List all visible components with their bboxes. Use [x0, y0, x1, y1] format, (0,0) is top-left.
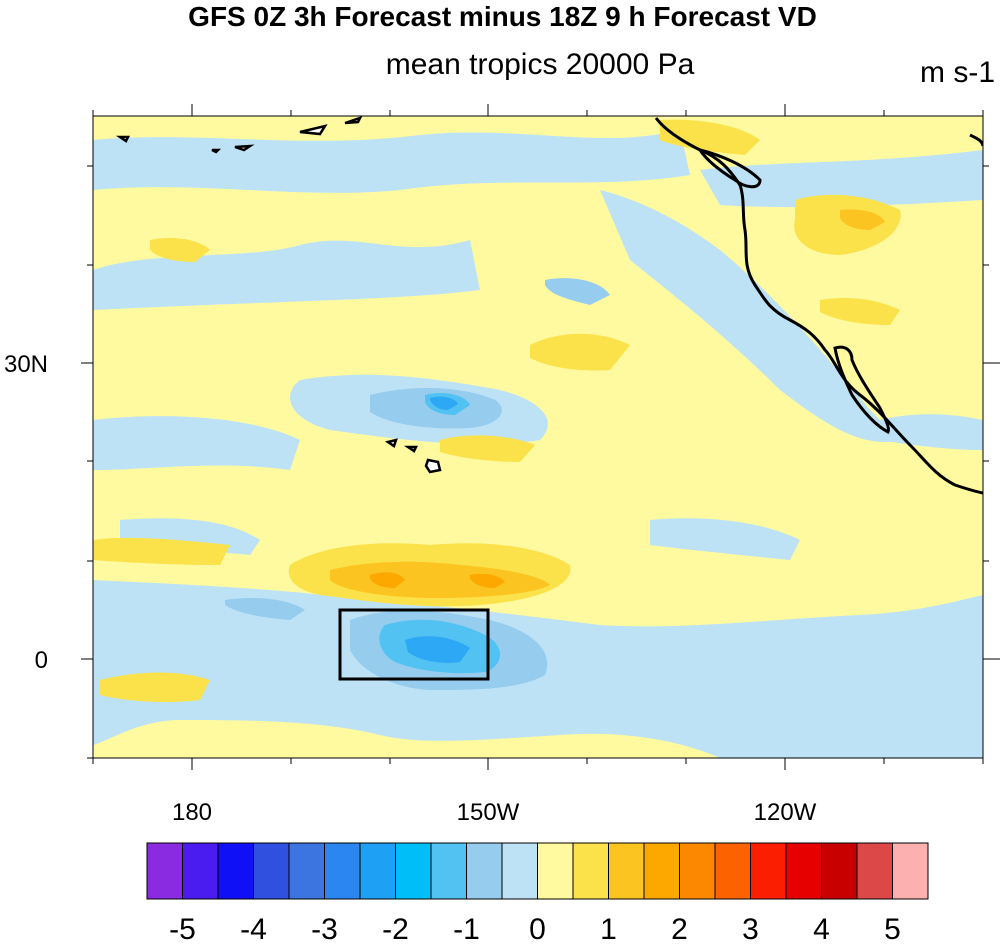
map-subtitle: mean tropics 20000 Pa: [385, 48, 695, 81]
colorbar-label: -2: [382, 913, 409, 944]
colorbar-swatch: [182, 842, 219, 900]
colorbar-swatch: [466, 842, 503, 900]
lon-label: 150W: [457, 799, 520, 826]
colorbar-swatch: [324, 842, 361, 900]
lat-label: 0: [35, 647, 48, 674]
colorbar-label: 3: [742, 913, 759, 944]
colorbar: [146, 842, 929, 900]
colorbar-swatch: [679, 842, 716, 900]
coastline: [654, 117, 983, 495]
lon-label: 180: [172, 799, 212, 826]
colorbar-swatch: [146, 842, 183, 900]
colorbar-label: 0: [529, 913, 546, 944]
colorbar-label: -4: [240, 913, 267, 944]
colorbar-swatch: [750, 842, 787, 900]
colorbar-swatch: [217, 842, 254, 900]
colorbar-swatch: [288, 842, 325, 900]
colorbar-swatch: [785, 842, 822, 900]
colorbar-swatch: [430, 842, 467, 900]
islands: [115, 116, 442, 474]
colorbar-label: 4: [813, 913, 830, 944]
colorbar-labels: -5 -4 -3 -2 -1 0 1 2 3 4 5: [169, 913, 901, 944]
colorbar-swatch: [572, 842, 609, 900]
colorbar-label: 5: [884, 913, 901, 944]
contour-field: [93, 116, 983, 758]
colorbar-swatch: [643, 842, 680, 900]
colorbar-swatch: [501, 842, 538, 900]
colorbar-swatch: [892, 842, 929, 900]
colorbar-swatch: [821, 842, 858, 900]
colorbar-swatch: [608, 842, 645, 900]
colorbar-swatch: [714, 842, 751, 900]
lon-label: 120W: [754, 799, 817, 826]
map-title: GFS 0Z 3h Forecast minus 18Z 9 h Forecas…: [188, 1, 817, 32]
colorbar-swatch: [537, 842, 574, 900]
negative-contours-core: [405, 396, 470, 663]
colorbar-swatch: [395, 842, 432, 900]
units-label: m s-1: [920, 56, 995, 89]
colorbar-swatch: [253, 842, 290, 900]
colorbar-label: 1: [600, 913, 617, 944]
colorbar-label: -1: [453, 913, 480, 944]
positive-contours-core: [370, 572, 505, 588]
lat-label: 30N: [4, 351, 48, 378]
colorbar-label: -5: [169, 913, 196, 944]
region-box: [338, 608, 490, 681]
positive-contours-strong: [330, 209, 885, 598]
colorbar-swatch: [856, 842, 893, 900]
positive-contours: [93, 119, 901, 703]
colorbar-label: -3: [311, 913, 338, 944]
plot-frame: [92, 115, 984, 759]
axis-ticks: [81, 104, 1000, 770]
colorbar-swatch: [359, 842, 396, 900]
colorbar-label: 2: [671, 913, 688, 944]
